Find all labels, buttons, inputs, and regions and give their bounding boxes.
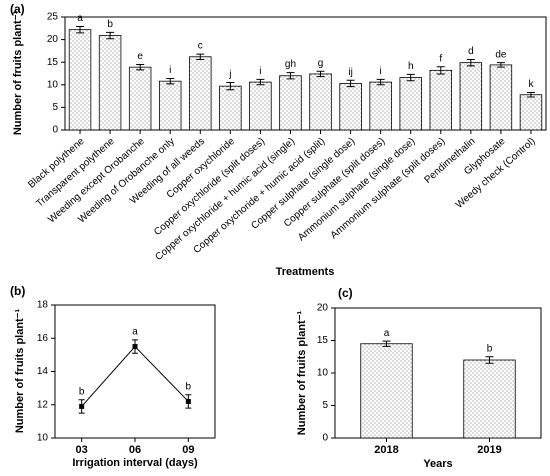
error-bar xyxy=(496,62,505,68)
y-tick-label: 16 xyxy=(37,333,49,344)
error-bar xyxy=(466,58,475,67)
significance-letter: ij xyxy=(348,67,352,78)
y-tick-label: 20 xyxy=(317,303,329,314)
error-bar xyxy=(382,340,391,347)
point xyxy=(132,344,138,350)
significance-letter: h xyxy=(408,61,414,72)
y-tick-label: 0 xyxy=(52,125,58,136)
panel-label: (a) xyxy=(10,2,25,16)
x-axis-label: Years xyxy=(423,458,452,470)
error-bar xyxy=(316,70,325,78)
significance-letter: a xyxy=(132,327,138,338)
bar xyxy=(128,66,152,131)
panel-label: (b) xyxy=(10,284,25,298)
y-tick-label: 10 xyxy=(47,79,59,90)
x-tick-label: 06 xyxy=(129,444,141,456)
significance-letter: a xyxy=(384,328,390,339)
y-axis-label: Number of fruits plant⁻¹ xyxy=(296,310,308,435)
significance-letter: c xyxy=(198,41,203,52)
x-tick-label: 03 xyxy=(76,444,88,456)
bar xyxy=(429,69,453,131)
significance-letter: b xyxy=(487,343,493,354)
error-bar xyxy=(526,91,535,98)
y-axis-label: Number of fruits plant⁻¹ xyxy=(12,10,24,135)
significance-letter: b xyxy=(186,381,192,392)
x-tick-label: 2018 xyxy=(374,444,398,456)
bar xyxy=(339,83,362,131)
significance-letter: d xyxy=(468,46,474,57)
y-tick-label: 5 xyxy=(322,400,328,411)
error-bar xyxy=(436,66,445,75)
error-bar xyxy=(406,73,415,82)
bar xyxy=(489,64,513,131)
significance-letter: k xyxy=(528,79,534,90)
error-bar xyxy=(136,63,145,71)
error-bar xyxy=(196,53,205,60)
error-bar xyxy=(346,79,355,88)
x-tick-label: 09 xyxy=(182,444,194,456)
significance-letter: i xyxy=(169,65,171,76)
x-axis-label: Treatments xyxy=(276,266,335,278)
significance-letter: b xyxy=(107,19,113,30)
y-tick-label: 20 xyxy=(47,34,59,45)
bar xyxy=(68,29,92,131)
bar xyxy=(369,81,392,131)
point xyxy=(185,398,191,404)
significance-letter: gh xyxy=(285,59,296,70)
y-tick-label: 14 xyxy=(37,366,49,377)
point xyxy=(79,403,85,409)
significance-letter: f xyxy=(439,53,442,64)
bar xyxy=(249,81,272,131)
y-tick-label: 25 xyxy=(47,12,59,23)
panel-label: (c) xyxy=(338,286,353,300)
y-tick-label: 5 xyxy=(52,102,58,113)
significance-letter: j xyxy=(228,69,231,80)
y-tick-label: 15 xyxy=(317,335,329,346)
significance-letter: i xyxy=(380,66,382,77)
bar xyxy=(98,35,122,131)
plot-frame xyxy=(64,16,547,131)
bar xyxy=(279,75,302,131)
error-bar xyxy=(226,82,235,91)
y-tick-label: 12 xyxy=(37,399,49,410)
y-tick-label: 10 xyxy=(37,433,49,444)
y-tick-label: 18 xyxy=(37,300,49,311)
bar xyxy=(519,94,543,131)
bar xyxy=(399,77,422,131)
y-axis-label: Number of fruits plant⁻¹ xyxy=(14,308,26,433)
significance-letter: g xyxy=(318,58,324,69)
error-bar xyxy=(286,72,295,80)
y-tick-label: 15 xyxy=(47,57,59,68)
error-bar xyxy=(256,78,265,86)
significance-letter: i xyxy=(259,66,261,77)
y-tick-label: 0 xyxy=(322,433,328,444)
bar xyxy=(459,62,483,131)
error-bar xyxy=(106,31,115,40)
significance-letter: b xyxy=(79,386,85,397)
bar xyxy=(189,56,212,131)
significance-letter: de xyxy=(495,49,507,60)
x-tick-label: 2019 xyxy=(477,444,501,456)
plot-frame xyxy=(54,304,216,439)
y-tick-label: 10 xyxy=(317,368,329,379)
bar xyxy=(463,359,516,439)
bar xyxy=(360,343,413,439)
bar xyxy=(219,85,242,131)
bar xyxy=(309,73,332,131)
bar xyxy=(158,80,182,131)
error-bar xyxy=(76,25,85,34)
significance-letter: e xyxy=(137,51,143,62)
error-bar xyxy=(485,356,494,364)
significance-letter: a xyxy=(77,13,83,24)
error-bar xyxy=(376,78,385,86)
x-axis-label: Irrigation interval (days) xyxy=(72,457,198,469)
line xyxy=(81,345,189,407)
error-bar xyxy=(166,77,175,85)
